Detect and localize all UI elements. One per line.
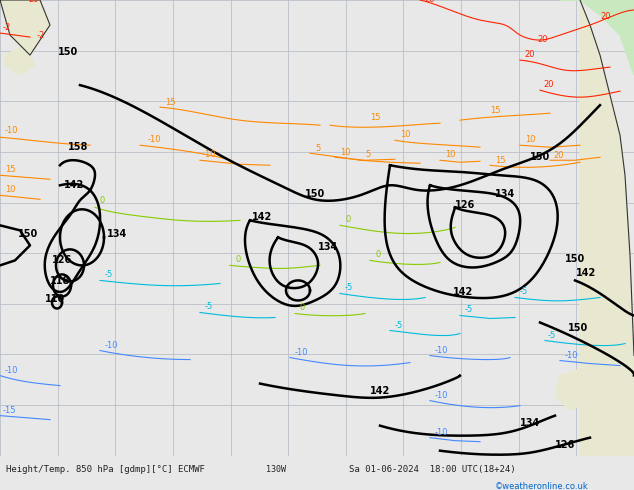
Text: 15: 15 [165, 98, 176, 107]
Text: -5: -5 [205, 302, 213, 312]
Text: -5: -5 [520, 288, 528, 296]
Text: 15: 15 [490, 106, 500, 115]
Text: 142: 142 [576, 269, 596, 278]
Text: 126: 126 [455, 200, 476, 210]
Text: 0: 0 [345, 215, 350, 224]
Text: 126: 126 [52, 255, 72, 266]
Text: -15: -15 [3, 406, 16, 415]
Text: 118: 118 [50, 276, 70, 287]
Text: 0: 0 [300, 303, 305, 313]
Text: 5: 5 [315, 144, 320, 153]
Text: 20: 20 [524, 50, 534, 59]
Text: 10: 10 [445, 150, 455, 159]
Text: 15: 15 [5, 165, 15, 174]
Text: 134: 134 [318, 243, 339, 252]
Text: 150: 150 [305, 189, 325, 199]
Text: -2: -2 [3, 23, 11, 32]
Text: 20: 20 [28, 0, 39, 4]
Text: Sa 01-06-2024  18:00 UTC(18+24): Sa 01-06-2024 18:00 UTC(18+24) [349, 465, 515, 474]
Text: -10: -10 [565, 350, 578, 360]
Text: 142: 142 [64, 180, 84, 190]
Text: 0: 0 [235, 255, 240, 265]
Text: 150: 150 [18, 229, 38, 239]
Text: -5: -5 [548, 331, 556, 340]
Text: 5: 5 [365, 150, 370, 159]
Text: 134: 134 [495, 189, 515, 199]
Text: 10: 10 [400, 130, 410, 139]
Polygon shape [580, 0, 634, 456]
Text: 158: 158 [68, 142, 88, 152]
Text: 20: 20 [600, 12, 611, 21]
Text: -5: -5 [345, 283, 353, 293]
Polygon shape [560, 0, 634, 75]
Text: -5: -5 [105, 270, 113, 279]
Text: 10: 10 [525, 135, 536, 144]
Text: 20: 20 [537, 35, 548, 44]
Text: 134: 134 [520, 417, 540, 428]
Text: -10: -10 [435, 391, 448, 400]
Text: 150: 150 [568, 322, 588, 333]
Text: -10: -10 [5, 366, 18, 374]
Text: 110: 110 [45, 294, 65, 304]
Text: 134: 134 [107, 229, 127, 239]
Text: 150: 150 [58, 47, 78, 57]
Text: 142: 142 [252, 212, 272, 222]
Text: 142: 142 [370, 386, 391, 395]
Text: 150: 150 [530, 152, 550, 162]
Text: -10: -10 [148, 135, 162, 144]
Text: 15: 15 [495, 156, 505, 165]
Text: -10: -10 [203, 150, 216, 159]
Text: -10: -10 [435, 345, 448, 355]
Text: -5: -5 [395, 320, 403, 329]
Text: 20: 20 [553, 151, 564, 160]
Text: 0: 0 [375, 250, 380, 259]
Text: -10: -10 [435, 428, 448, 437]
Polygon shape [555, 366, 600, 411]
Text: Height/Temp. 850 hPa [gdmp][°C] ECMWF: Height/Temp. 850 hPa [gdmp][°C] ECMWF [6, 465, 205, 474]
Text: 10: 10 [340, 148, 351, 157]
Text: -2: -2 [37, 31, 45, 40]
Text: 20: 20 [543, 80, 553, 89]
Text: 15: 15 [370, 113, 380, 122]
Text: 126: 126 [555, 440, 575, 450]
Text: -10: -10 [5, 126, 18, 135]
Text: 0: 0 [100, 196, 105, 205]
Polygon shape [0, 0, 50, 55]
Text: 20: 20 [424, 0, 434, 4]
Text: 130W: 130W [266, 465, 287, 474]
Text: 142: 142 [453, 288, 473, 297]
Polygon shape [5, 45, 35, 75]
Text: -5: -5 [465, 305, 473, 315]
Text: 10: 10 [5, 185, 15, 195]
Text: 150: 150 [565, 254, 585, 265]
Text: -10: -10 [105, 341, 119, 349]
Text: ©weatheronline.co.uk: ©weatheronline.co.uk [495, 482, 588, 490]
Text: -10: -10 [295, 347, 309, 357]
